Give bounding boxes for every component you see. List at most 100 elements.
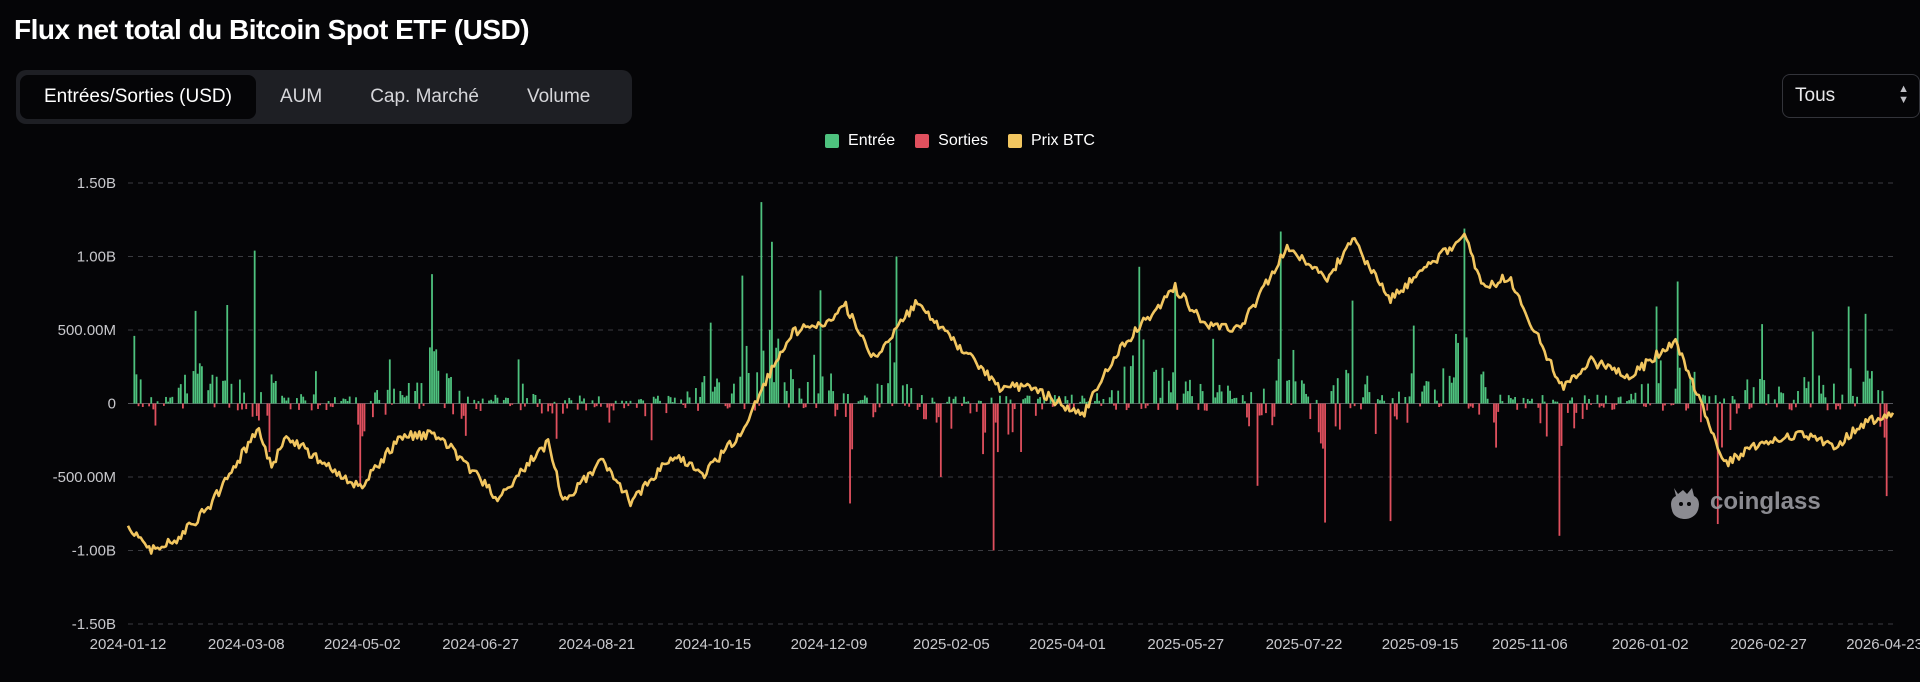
outflow-bar [1826, 403, 1829, 411]
time-range-select[interactable]: Tous ▲ ▼ [1782, 74, 1920, 118]
outflow-bar [891, 403, 894, 407]
outflow-bar [836, 403, 839, 410]
outflow-bar [549, 403, 552, 406]
outflow-bar [1611, 403, 1614, 410]
inflow-bar [642, 400, 645, 404]
inflow-bar [1227, 385, 1229, 404]
outflow-bar [1467, 403, 1470, 409]
inflow-bar [859, 400, 862, 404]
inflow-bar [669, 397, 672, 404]
inflow-bar [1731, 396, 1734, 404]
inflow-bar [532, 393, 535, 404]
tab-market-cap[interactable]: Cap. Marché [370, 86, 479, 107]
inflow-bar [435, 349, 438, 404]
outflow-bar [1260, 403, 1263, 416]
time-range-value: Tous [1795, 85, 1836, 106]
legend-item-outflow[interactable]: Sorties [915, 132, 988, 150]
inflow-bar [184, 374, 186, 404]
inflow-bar [376, 390, 379, 404]
inflow-bar [1556, 401, 1559, 404]
outflow-bar [562, 403, 564, 414]
inflow-bar [1571, 397, 1573, 404]
inflow-bar [1647, 383, 1649, 404]
inflow-bar [570, 400, 573, 404]
inflow-bar [1064, 396, 1067, 404]
inflow-bar [1408, 396, 1411, 404]
inflow-bar [768, 329, 771, 404]
bars-layer [133, 202, 1888, 551]
inflow-bar [167, 401, 170, 404]
inflow-bar [302, 396, 305, 404]
inflow-bar [1782, 393, 1785, 404]
legend-item-price[interactable]: Prix BTC [1007, 132, 1095, 150]
outflow-bar [257, 403, 260, 421]
outflow-bar [1072, 403, 1075, 411]
outflow-bar [1748, 403, 1751, 410]
tab-aum[interactable]: AUM [279, 86, 323, 107]
outflow-bar [141, 403, 144, 407]
outflow-bar [961, 403, 963, 406]
outflow-bar [357, 403, 360, 425]
inflow-bar [458, 390, 461, 404]
legend-label-outflow: Sorties [938, 132, 988, 149]
tab-inflows-outflows[interactable]: Entrées/Sorties (USD) [20, 75, 256, 119]
coinglass-watermark: coinglass [1668, 484, 1821, 520]
outflow-bar [1246, 403, 1248, 418]
inflow-bar [1279, 231, 1282, 404]
inflow-bar [198, 363, 201, 404]
inflow-bar [1864, 313, 1867, 404]
inflow-bar [243, 392, 246, 404]
outflow-bar [925, 403, 927, 420]
select-arrows-icon: ▲ ▼ [1898, 83, 1909, 106]
inflow-bar [798, 388, 801, 404]
inflow-bar [388, 359, 391, 404]
outflow-bar [1645, 403, 1647, 407]
legend-label-inflow: Entrée [848, 132, 896, 149]
legend-item-inflow[interactable]: Entrée [825, 132, 895, 150]
outflow-bar [1146, 403, 1149, 406]
outflow-bar [1775, 403, 1778, 408]
inflow-bar [1689, 377, 1692, 404]
inflow-bar [1484, 387, 1487, 404]
outflow-bar [566, 403, 569, 409]
outflow-bar [682, 403, 685, 405]
outflow-bar [1389, 403, 1392, 522]
inflow-bar [1305, 393, 1307, 404]
inflow-bar [1381, 395, 1383, 404]
outflow-bar [1581, 403, 1584, 419]
inflow-bar [733, 383, 735, 404]
outflow-bar [1334, 403, 1337, 427]
outflow-bar [1545, 403, 1548, 437]
inflow-bar [777, 338, 780, 404]
outflow-bar [610, 403, 613, 407]
inflow-bar [194, 310, 197, 404]
outflow-bar [874, 403, 877, 413]
outflow-bar [1438, 403, 1440, 408]
inflow-bar [1167, 380, 1170, 404]
outflow-bar [834, 403, 837, 417]
legend-label-price: Prix BTC [1030, 132, 1095, 149]
outflow-bar [462, 403, 465, 416]
inflow-bar [1186, 391, 1189, 404]
outflow-bar [872, 403, 875, 418]
legend-swatch-outflow [915, 134, 930, 148]
inflow-bar [1442, 368, 1445, 404]
inflow-bar [473, 399, 476, 404]
outflow-bar [236, 403, 239, 411]
tab-volume[interactable]: Volume [526, 86, 591, 107]
outflow-bar [1258, 403, 1261, 416]
inflow-bar [1262, 388, 1265, 404]
inflow-bar [1423, 385, 1426, 404]
inflow-bar [654, 398, 657, 404]
inflow-bar [1376, 399, 1379, 404]
outflow-bar [1706, 403, 1709, 411]
inflow-bar [1347, 373, 1350, 404]
outflow-bar [1794, 403, 1797, 408]
inflow-bar [1512, 399, 1514, 404]
outflow-bar [1144, 403, 1147, 409]
inflow-bar [1457, 342, 1459, 404]
inflow-bar [1674, 388, 1677, 404]
inflow-bar [739, 376, 742, 404]
inflow-bar [1039, 397, 1041, 404]
